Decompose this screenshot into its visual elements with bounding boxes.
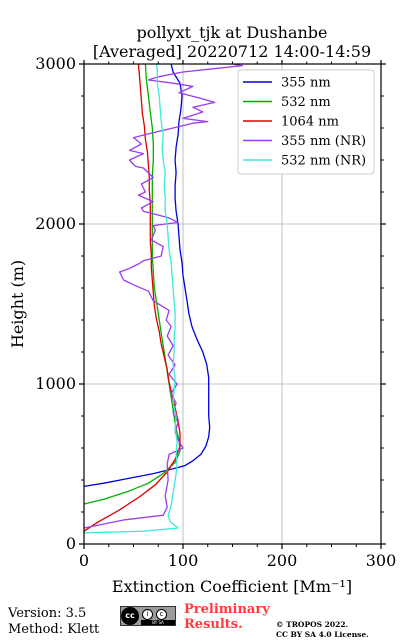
y-tick-label: 0	[66, 534, 76, 553]
license-text: © TROPOS 2022. CC BY SA 4.0 License.	[276, 620, 396, 640]
legend-label: 532 nm (NR)	[281, 154, 366, 169]
x-axis-label: Extinction Coefficient [Mm⁻¹]	[112, 577, 352, 596]
by-icon: i	[142, 609, 153, 620]
preliminary-results-note: Preliminary Results.	[184, 602, 274, 632]
chart-title-line-2: [Averaged] 20220712 14:00-14:59	[93, 42, 371, 61]
x-tick-label: 300	[366, 551, 397, 570]
y-tick-label: 2000	[35, 214, 76, 233]
series-line-2	[84, 64, 181, 505]
legend: 355 nm 532 nm 1064 nm 355 nm (NR) 532 nm (NR…	[237, 69, 375, 175]
preliminary-line-1: Preliminary	[184, 602, 270, 617]
x-tick-label: 0	[79, 551, 89, 570]
legend-label: 355 nm (NR)	[281, 134, 366, 149]
series-line-3	[84, 64, 181, 532]
legend-label: 355 nm	[281, 76, 331, 91]
x-axis-label-text: Extinction Coefficient [Mm⁻¹]	[112, 577, 352, 596]
legend-label: 1064 nm	[281, 115, 339, 130]
license-line-2: CC BY SA 4.0 License.	[276, 630, 369, 639]
series-line-1	[84, 64, 211, 488]
series-line-4	[84, 64, 244, 529]
sa-icon: c	[156, 609, 167, 620]
legend-label: 532 nm	[281, 95, 331, 110]
version-text: Version: 3.5	[8, 606, 87, 621]
y-tick-label: 3000	[35, 54, 76, 73]
cc-strip-text: BY SA	[141, 620, 175, 625]
preliminary-line-2: Results.	[184, 617, 243, 632]
method-text: Method: Klett	[8, 622, 100, 637]
cc-icon: cc	[121, 607, 139, 625]
series-layer	[84, 64, 244, 534]
x-tick-label: 100	[168, 551, 199, 570]
extinction-profile-chart: pollyxt_tjk at Dushanbe [Averaged] 20220…	[8, 23, 396, 596]
legend-frame	[237, 69, 375, 175]
series-line-5	[84, 64, 179, 534]
y-axis-label: Height (m)	[8, 260, 27, 348]
x-tick-label: 200	[267, 551, 298, 570]
y-tick-label: 1000	[35, 374, 76, 393]
license-line-1: © TROPOS 2022.	[276, 620, 349, 629]
cc-license-badge[interactable]: cc i c BY SA	[120, 606, 176, 626]
chart-title-line-1: pollyxt_tjk at Dushanbe	[136, 23, 327, 42]
